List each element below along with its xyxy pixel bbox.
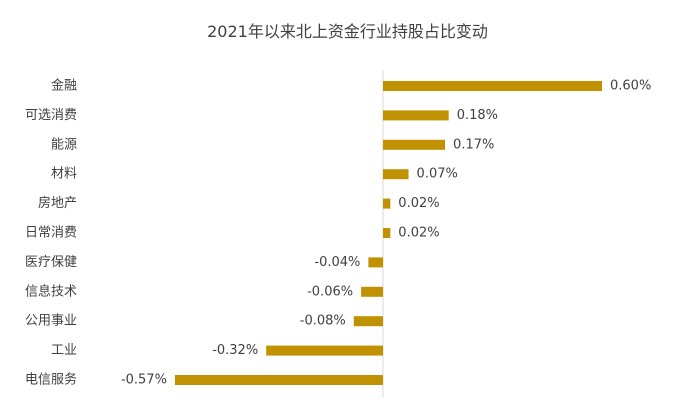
chart-title: 2021年以来北上资金行业持股占比变动 <box>207 22 488 41</box>
bar <box>383 110 449 121</box>
category-label: 电信服务 <box>25 372 77 388</box>
bar <box>383 169 409 180</box>
category-label: 医疗保健 <box>25 255 77 270</box>
category-label: 材料 <box>51 167 77 182</box>
category-label: 能源 <box>51 137 77 152</box>
bar <box>383 81 602 91</box>
category-label: 金融 <box>51 78 77 94</box>
value-label: -0.57% <box>121 373 167 388</box>
value-label: 0.02% <box>398 226 439 241</box>
value-label: -0.04% <box>314 255 360 270</box>
category-label: 可选消费 <box>25 108 77 123</box>
bar <box>174 375 383 385</box>
bar <box>361 286 383 297</box>
value-label: -0.32% <box>212 343 258 358</box>
category-label: 公用事业 <box>25 314 77 329</box>
category-label: 工业 <box>51 343 77 358</box>
bar <box>368 257 383 268</box>
value-label: -0.06% <box>307 284 353 299</box>
value-label: 0.60% <box>610 79 651 94</box>
bar <box>383 198 391 209</box>
category-label: 信息技术 <box>25 283 77 299</box>
category-label: 日常消费 <box>25 226 77 241</box>
bar <box>353 316 383 327</box>
value-label: -0.08% <box>300 314 346 329</box>
bar <box>383 139 446 150</box>
category-label: 房地产 <box>38 195 77 211</box>
value-label: 0.17% <box>453 137 494 152</box>
bar <box>383 228 391 238</box>
value-label: 0.07% <box>417 167 458 182</box>
value-label: 0.18% <box>457 108 498 123</box>
bar <box>266 345 383 356</box>
value-label: 0.02% <box>398 196 439 211</box>
